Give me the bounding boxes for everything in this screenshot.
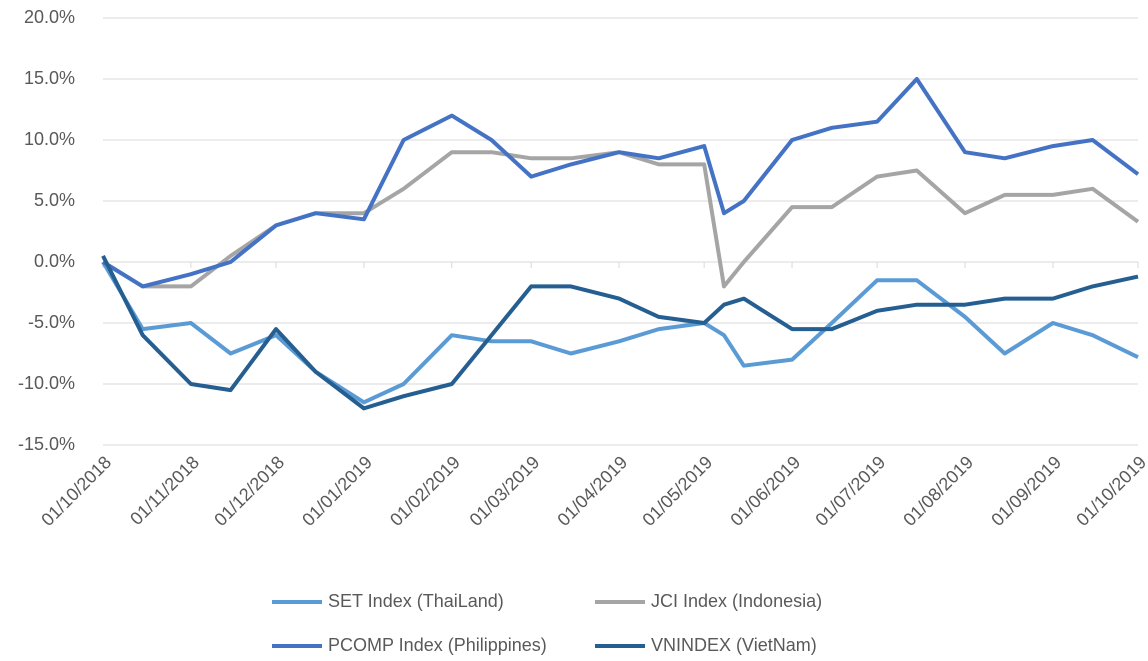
x-tick-label: 01/07/2019 — [811, 452, 889, 530]
x-tick-label: 01/09/2019 — [987, 452, 1065, 530]
y-tick-label: -15.0% — [18, 434, 75, 454]
legend-label: JCI Index (Indonesia) — [651, 591, 822, 611]
x-tick-label: 01/10/2019 — [1072, 452, 1148, 530]
x-tick-label: 01/06/2019 — [726, 452, 804, 530]
legend-label: VNINDEX (VietNam) — [651, 635, 817, 655]
x-tick-label: 01/10/2018 — [37, 452, 115, 530]
y-tick-label: -10.0% — [18, 373, 75, 393]
x-tick-label: 01/04/2019 — [553, 452, 631, 530]
x-tick-label: 01/08/2019 — [899, 452, 977, 530]
series-line — [101, 77, 1140, 289]
series-line — [101, 260, 1139, 405]
y-tick-label: 10.0% — [24, 129, 75, 149]
legend-label: PCOMP Index (Philippines) — [328, 635, 547, 655]
y-tick-label: 20.0% — [24, 7, 75, 27]
series-line — [101, 150, 1140, 289]
legend-label: SET Index (ThaiLand) — [328, 591, 504, 611]
y-tick-label: 15.0% — [24, 68, 75, 88]
y-tick-label: 5.0% — [34, 190, 75, 210]
x-tick-label: 01/11/2018 — [126, 452, 203, 529]
y-tick-label: -5.0% — [28, 312, 75, 332]
x-tick-label: 01/03/2019 — [466, 452, 544, 530]
x-tick-label: 01/02/2019 — [386, 452, 464, 530]
x-tick-label: 01/01/2019 — [298, 452, 376, 530]
x-tick-label: 01/12/2018 — [210, 452, 288, 530]
series-line — [101, 255, 1139, 411]
y-tick-label: 0.0% — [34, 251, 75, 271]
x-tick-label: 01/05/2019 — [638, 452, 716, 530]
